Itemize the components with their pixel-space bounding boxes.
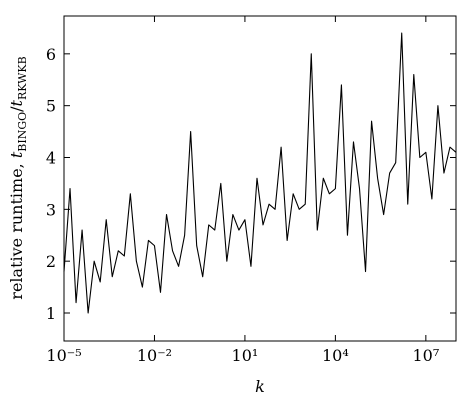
x-tick-label: 10⁻²: [137, 346, 172, 365]
y-tick-label: 2: [46, 252, 56, 271]
data-line: [63, 32, 457, 314]
y-axis-label: relative runtime, tBINGO/tRKWKB: [7, 56, 29, 299]
x-tick-label: 10⁷: [412, 346, 439, 365]
x-axis-label: k: [255, 377, 265, 396]
y-label-text: BINGO: [16, 112, 29, 152]
y-tick-label: 1: [46, 304, 56, 323]
plot-frame: [63, 15, 457, 342]
y-label-text: relative runtime,: [7, 158, 26, 300]
y-label-text: t: [7, 99, 26, 106]
x-tick-label: 10¹: [232, 346, 259, 365]
x-tick-label: 10⁴: [322, 346, 349, 365]
y-tick-label: 3: [46, 200, 56, 219]
y-tick-label: 5: [46, 97, 56, 116]
y-label-text: /: [7, 106, 26, 112]
y-tick-label: 6: [46, 45, 56, 64]
y-tick-label: 4: [46, 149, 56, 168]
y-label-text: t: [7, 151, 26, 158]
x-tick-label: 10⁻⁵: [46, 346, 81, 365]
y-label-text: RKWKB: [16, 56, 29, 100]
